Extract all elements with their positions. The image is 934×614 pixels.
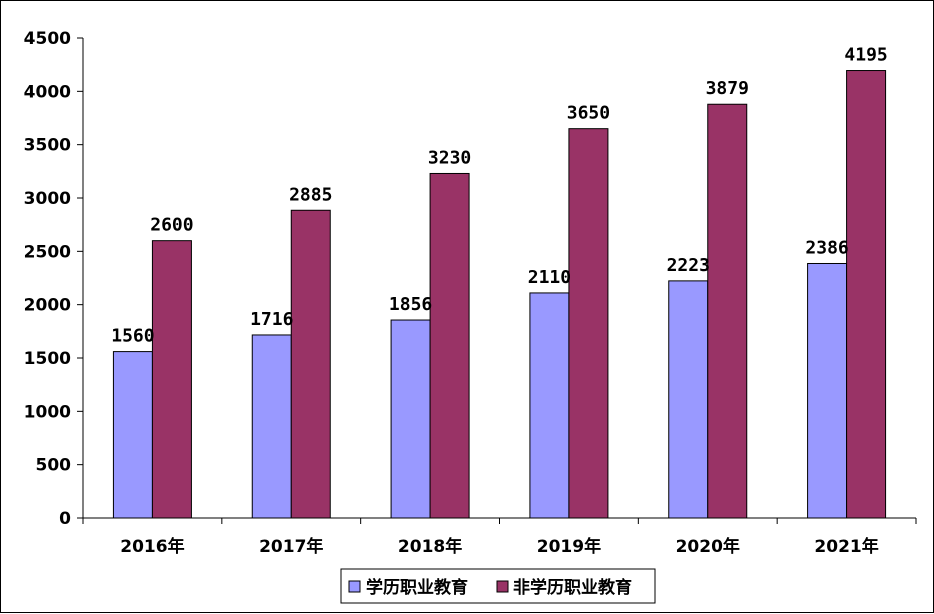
- x-tick-label: 2017年: [259, 536, 323, 557]
- bar-non-academic: [707, 103, 748, 519]
- data-label: 2386: [805, 237, 848, 258]
- y-tick-label: 1000: [24, 402, 71, 422]
- bar-academic: [251, 334, 292, 519]
- legend-label-1: 学历职业教育: [366, 577, 468, 598]
- data-label: 3879: [706, 78, 749, 99]
- bar-academic: [529, 292, 570, 519]
- bar-non-academic: [568, 128, 609, 519]
- y-tick-label: 1500: [24, 349, 71, 369]
- data-label: 2223: [667, 255, 710, 276]
- data-label: 2110: [528, 267, 571, 288]
- x-tick-label: 2016年: [120, 536, 184, 557]
- bar-academic: [807, 262, 848, 519]
- y-tick-label: 2000: [24, 296, 71, 316]
- legend-swatch-1: [348, 580, 361, 593]
- y-tick-label: 4500: [24, 29, 71, 49]
- data-label: 2600: [150, 215, 193, 236]
- data-label: 1560: [111, 326, 154, 347]
- bar-academic: [668, 280, 709, 519]
- legend-swatch-2: [496, 580, 509, 593]
- x-tick-label: 2020年: [676, 536, 740, 557]
- bar-non-academic: [846, 70, 887, 519]
- data-label: 4195: [844, 45, 887, 66]
- legend-label-2: 非学历职业教育: [513, 577, 632, 598]
- bar-academic: [390, 319, 431, 519]
- data-label: 2885: [289, 184, 332, 205]
- y-tick-label: 500: [36, 456, 72, 476]
- y-tick-label: 3000: [24, 189, 71, 209]
- data-label: 1856: [389, 294, 432, 315]
- axes: 0 500 1000 1500 2000 2500 3000 3500 4000 4500 2016…: [24, 29, 917, 557]
- y-tick-label: 0: [59, 509, 71, 529]
- y-tick-label: 4000: [24, 82, 71, 102]
- x-tick-label: 2019年: [537, 536, 601, 557]
- data-label: 1716: [250, 309, 293, 330]
- bar-non-academic: [429, 172, 470, 519]
- data-labels: 1560 1716 1856 2110 2223 2386 2600 2885 3230 3650…: [111, 45, 888, 347]
- data-label: 3230: [428, 147, 471, 168]
- bars: [112, 70, 887, 519]
- y-tick-label: 3500: [24, 136, 71, 156]
- y-tick-label: 2500: [24, 242, 71, 262]
- data-label: 3650: [567, 103, 610, 124]
- legend: 学历职业教育 非学历职业教育: [340, 568, 656, 604]
- bar-academic: [112, 351, 153, 519]
- bar-non-academic: [290, 209, 331, 519]
- x-tick-label: 2018年: [398, 536, 462, 557]
- bar-non-academic: [151, 240, 192, 519]
- x-tick-label: 2021年: [814, 536, 878, 557]
